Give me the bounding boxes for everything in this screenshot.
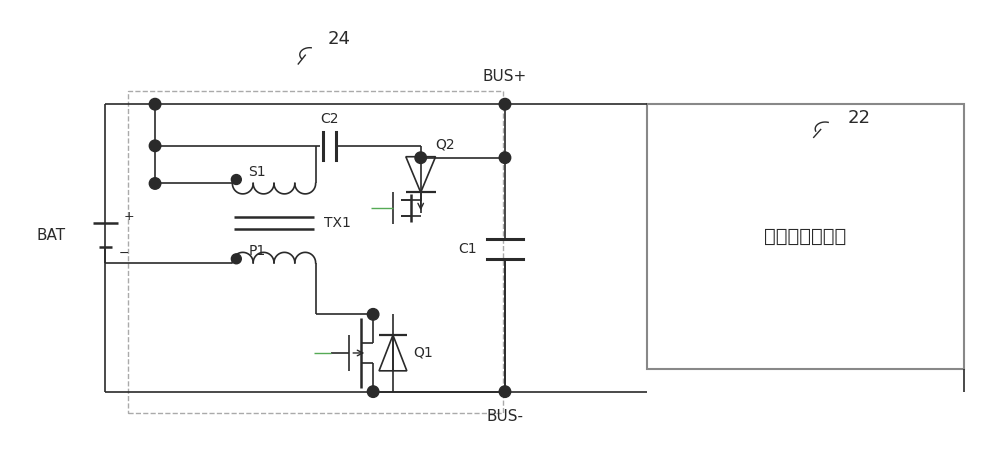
Text: −: −	[118, 247, 129, 260]
Circle shape	[415, 152, 426, 163]
Text: S1: S1	[248, 164, 266, 179]
Text: +: +	[123, 209, 134, 223]
Circle shape	[149, 140, 161, 152]
Text: 三桥臂拓扑电路: 三桥臂拓扑电路	[764, 227, 846, 246]
Circle shape	[149, 178, 161, 189]
Circle shape	[367, 309, 379, 320]
Text: TX1: TX1	[324, 216, 350, 230]
Text: 22: 22	[847, 109, 870, 127]
Text: Q1: Q1	[413, 346, 433, 360]
Text: C2: C2	[320, 112, 339, 126]
Circle shape	[231, 254, 241, 264]
Circle shape	[367, 386, 379, 398]
Circle shape	[499, 152, 511, 163]
Text: P1: P1	[248, 244, 265, 258]
Circle shape	[499, 98, 511, 110]
Text: BUS+: BUS+	[483, 69, 527, 85]
Circle shape	[149, 98, 161, 110]
Text: 24: 24	[328, 30, 351, 48]
Text: C1: C1	[459, 242, 477, 256]
Text: BUS-: BUS-	[486, 409, 523, 425]
Text: BAT: BAT	[36, 228, 66, 243]
Circle shape	[499, 386, 511, 398]
Text: Q2: Q2	[436, 138, 455, 152]
Circle shape	[231, 174, 241, 184]
